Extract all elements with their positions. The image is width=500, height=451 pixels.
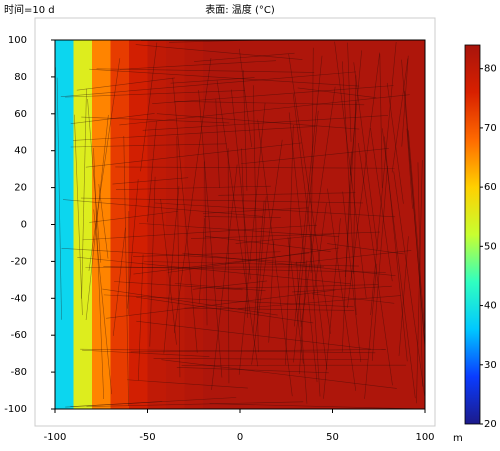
x-axis-unit: m bbox=[453, 433, 463, 444]
chart-title: 表面: 温度 (°C) bbox=[205, 3, 275, 16]
colorbar-tick-label: 50 bbox=[484, 241, 497, 252]
time-annotation: 时间=10 d bbox=[4, 3, 55, 16]
colorbar bbox=[465, 45, 480, 424]
y-tick-label: 80 bbox=[14, 72, 27, 83]
x-tick-label: -100 bbox=[44, 432, 67, 443]
y-tick-label: -20 bbox=[11, 256, 27, 267]
y-tick-label: -80 bbox=[11, 367, 27, 378]
y-tick-label: 60 bbox=[14, 109, 27, 120]
colorbar-tick-label: 80 bbox=[484, 64, 497, 75]
heat-cell bbox=[351, 40, 370, 409]
y-tick-label: 40 bbox=[14, 146, 27, 157]
colorbar-tick-label: 40 bbox=[484, 301, 497, 312]
x-tick-label: 100 bbox=[415, 432, 434, 443]
y-tick-label: 100 bbox=[8, 35, 27, 46]
x-tick-label: -50 bbox=[139, 432, 155, 443]
heat-cell bbox=[185, 40, 204, 409]
y-tick-label: 20 bbox=[14, 183, 27, 194]
y-tick-label: -40 bbox=[11, 293, 27, 304]
y-tick-label: -60 bbox=[11, 330, 27, 341]
y-tick-label: -100 bbox=[4, 404, 27, 415]
colorbar-tick-label: 20 bbox=[484, 419, 497, 430]
heat-cell bbox=[55, 40, 74, 409]
y-tick-label: 0 bbox=[21, 220, 27, 231]
colorbar-tick-label: 70 bbox=[484, 123, 497, 134]
x-tick-label: 50 bbox=[326, 432, 339, 443]
x-tick-label: 0 bbox=[237, 432, 243, 443]
colorbar-tick-label: 60 bbox=[484, 182, 497, 193]
colorbar-tick-label: 30 bbox=[484, 360, 497, 371]
